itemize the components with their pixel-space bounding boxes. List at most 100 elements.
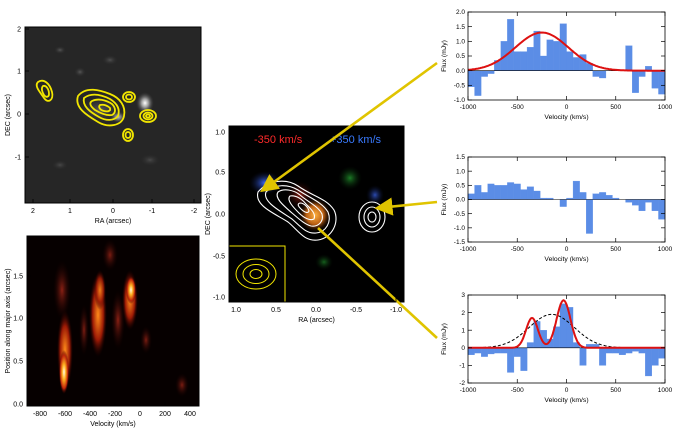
pointer-line-3 [317, 227, 438, 339]
spectrum-3-xtick-label: -500 [511, 387, 524, 394]
spectrum-3-ytick-label: -2 [459, 380, 465, 387]
image-tl-xtick-label: -2 [191, 208, 197, 215]
spectrum-1-bar [520, 51, 528, 71]
spectrum-1-bar [526, 47, 534, 71]
spectrum-1-bar [513, 51, 521, 71]
spectrum-3-bar [526, 342, 534, 348]
spectrum-1-bar [487, 70, 495, 74]
spectrum-2-ytick-label: -0.5 [454, 211, 466, 218]
spectrum-1-bar [658, 70, 666, 95]
spectrum-3-xtick-label: 500 [610, 387, 621, 394]
spectrum-2-bar [507, 182, 515, 200]
image-tl-ytick-label: 1 [17, 69, 21, 76]
pv-diagram-panel [26, 235, 200, 407]
pv-ytick-label: 0.5 [13, 359, 23, 366]
spectrum-3-fit [468, 299, 665, 349]
spectrum-2-xtick-label: -1000 [460, 246, 477, 253]
spectrum-3-bar [645, 347, 652, 377]
spectrum-2-bar [494, 185, 501, 200]
spectrum-2-xtick-label: 1000 [658, 246, 673, 253]
image-tl-ytick-label: 0 [17, 112, 21, 119]
image-tl-xtick-label: 1 [68, 208, 72, 215]
image-tl-xlabel: RA (arcsec) [95, 218, 132, 225]
white-contours [257, 180, 386, 241]
spectrum-1-ytick-label: -1.0 [454, 97, 466, 104]
spectrum-2: -1000 -500 0 500 1000 -1.5 -1.0 -0.5 0.0 0.5 1.0 1.… [441, 154, 673, 263]
spectrum-1-ytick-label: 0.5 [456, 53, 465, 60]
image-tl-ytick-label: -1 [15, 155, 21, 162]
spectrum-1-ytick-label: 2.0 [456, 9, 465, 16]
spectrum-1-bar [599, 70, 607, 79]
center-xtick-label: 0.0 [311, 307, 321, 314]
center-xtick-label: -0.5 [350, 307, 362, 314]
spectrum-3-bar [520, 347, 528, 371]
image-tl-axes: 2 1 0 -1 -2 2 1 0 -1 RA (arcsec) DEC (arcsec) [5, 27, 197, 226]
spectrum-3-bar [481, 347, 488, 357]
pv-xtick-label: -800 [33, 411, 47, 418]
spectrum-2-xlabel: Velocity (km/s) [544, 256, 588, 263]
spectrum-1-ytick-label: -0.5 [454, 83, 466, 90]
spectrum-3-ytick-label: 3 [461, 292, 465, 299]
spectrum-2-bar [605, 195, 613, 200]
spectrum-1-xtick-label: 0 [565, 104, 569, 111]
image-tl-xtick-label: 2 [31, 208, 35, 215]
pv-ylabel: Position along major axis (arcsec) [5, 268, 12, 373]
pv-xtick-label: -400 [83, 411, 97, 418]
spectrum-2-xtick-label: 0 [565, 246, 569, 253]
spectrum-2-bar [632, 199, 639, 206]
image-tl-ylabel: DEC (arcsec) [5, 94, 12, 136]
spectrum-2-bar [520, 189, 528, 200]
center-ytick-label: 0.5 [215, 170, 225, 177]
spectrum-2-bar [467, 193, 475, 200]
pv-ytick-label: 1.0 [13, 316, 23, 323]
spectrum-1-bar [540, 55, 547, 71]
yellow-contours [35, 79, 157, 142]
spectrum-2-bar [592, 193, 600, 200]
spectrum-3-ytick-label: 1 [461, 327, 465, 334]
spectrum-2-bar [487, 183, 495, 200]
pv-ytick-label: 0.0 [13, 402, 23, 409]
spectrum-1-bar [467, 70, 475, 87]
spectrum-2-ytick-label: -1.0 [454, 225, 466, 232]
spectrum-3-bar [513, 347, 521, 357]
spectrum-3-xtick-label: 0 [565, 387, 569, 394]
spectrum-3-xlabel: Velocity (km/s) [544, 397, 588, 404]
spectrum-2-ytick-label: -1.5 [454, 239, 466, 246]
spectrum-2-bar [658, 199, 666, 220]
center-xtick-label: 1.0 [231, 307, 241, 314]
spectrum-2-bar [513, 183, 521, 200]
spectrum-1-bar [651, 70, 659, 89]
center-ytick-label: -1.0 [213, 295, 225, 302]
spectrum-2-ylabel: Flux (mJy) [441, 184, 448, 216]
spectrum-2-bar [533, 190, 541, 200]
spectrum-3-bar [579, 347, 587, 366]
spectrum-2-bar [559, 199, 567, 207]
image-tl-xtick-label: -1 [149, 208, 155, 215]
center-ytick-label: 0.0 [215, 212, 225, 219]
spectrum-3-bar [658, 347, 666, 359]
spectrum-3-bar [559, 303, 567, 348]
spectrum-1-ylabel: Flux (mJy) [441, 40, 448, 72]
spectrum-3-bar [651, 347, 659, 366]
spectrum-1-bar [553, 41, 561, 71]
spectrum-1-bar [533, 30, 541, 71]
spectrum-1-bar [572, 57, 580, 71]
spectrum-2-bar [572, 180, 580, 200]
spectrum-2-bar [579, 192, 587, 200]
spectrum-3-bar [507, 347, 515, 373]
spectrum-1-xlabel: Velocity (km/s) [544, 114, 588, 121]
spectrum-3-ytick-label: 0 [461, 345, 465, 352]
spectrum-3-ylabel: Flux (mJy) [441, 323, 448, 355]
spectrum-1: -1000 -500 0 500 1000 -1.0 -0.5 0.0 0.5 1.0 1.5 2.0… [441, 9, 673, 121]
beam-inset [228, 245, 286, 303]
spectrum-1-xtick-label: -1000 [460, 104, 477, 111]
spectrum-3-ytick-label: -1 [459, 363, 465, 370]
image-panel-top-left [24, 26, 202, 204]
pv-xtick-label: -200 [108, 411, 122, 418]
spectrum-2-bar [586, 199, 593, 234]
spectrum-1-ytick-label: 0.0 [456, 68, 465, 75]
center-xtick-label: -1.0 [390, 307, 402, 314]
spectrum-2-bar [481, 192, 488, 200]
pv-axes: -800 -600 -400 -200 0 200 400 0.0 0.5 1.0 1.5 Veloc… [5, 268, 196, 428]
